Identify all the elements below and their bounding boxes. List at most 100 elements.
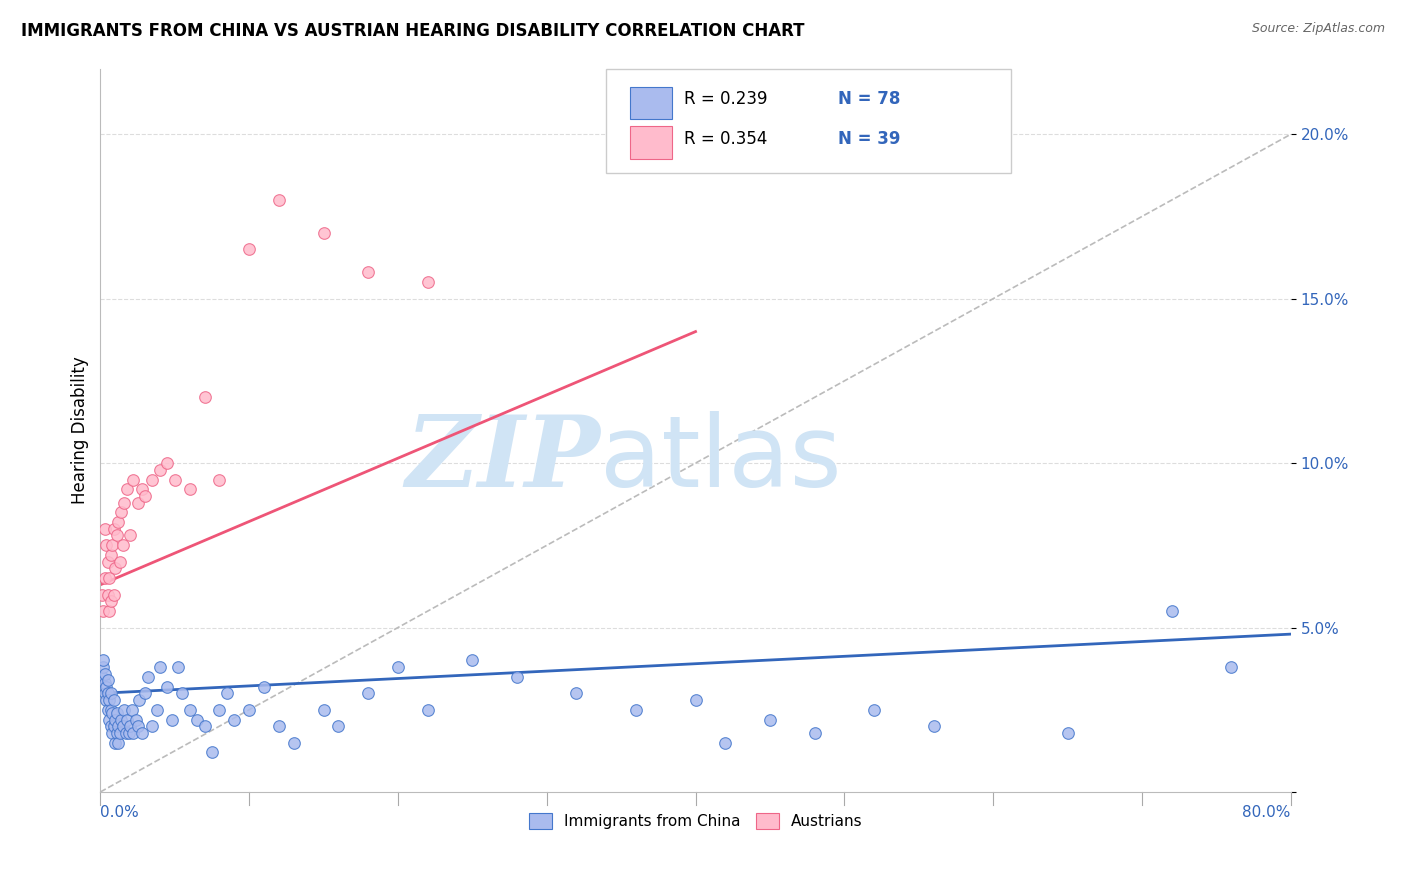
Point <box>90 670 112 684</box>
Point <box>98 571 121 585</box>
Point <box>127 495 149 509</box>
Point <box>97 555 120 569</box>
Point <box>94 666 117 681</box>
Point <box>127 719 149 733</box>
Point <box>98 604 121 618</box>
Point <box>714 736 737 750</box>
Point <box>166 660 188 674</box>
Point <box>107 516 129 530</box>
Point <box>122 725 145 739</box>
Text: ZIP: ZIP <box>405 411 600 508</box>
Point <box>128 693 150 707</box>
Point <box>267 719 290 733</box>
Text: 0.0%: 0.0% <box>100 805 139 820</box>
Point <box>267 193 290 207</box>
Text: IMMIGRANTS FROM CHINA VS AUSTRIAN HEARING DISABILITY CORRELATION CHART: IMMIGRANTS FROM CHINA VS AUSTRIAN HEARIN… <box>21 22 804 40</box>
Point <box>110 713 132 727</box>
Point <box>357 265 380 279</box>
Point <box>134 489 156 503</box>
Point <box>193 390 215 404</box>
Point <box>922 719 945 733</box>
Point <box>238 243 260 257</box>
Point <box>506 670 529 684</box>
Point <box>121 703 143 717</box>
Point <box>312 226 335 240</box>
Point <box>100 719 122 733</box>
Point <box>97 673 120 688</box>
Point <box>112 703 135 717</box>
Point <box>115 713 138 727</box>
Point <box>117 725 139 739</box>
Point <box>149 463 172 477</box>
Point <box>94 571 117 585</box>
Point <box>101 706 124 720</box>
Point <box>131 725 153 739</box>
Text: N = 78: N = 78 <box>838 90 901 108</box>
Legend: Immigrants from China, Austrians: Immigrants from China, Austrians <box>523 806 869 835</box>
Text: 80.0%: 80.0% <box>1243 805 1291 820</box>
Point <box>108 725 131 739</box>
Point <box>1160 604 1182 618</box>
Point <box>94 676 117 690</box>
Point <box>186 713 208 727</box>
Point <box>100 686 122 700</box>
Point <box>97 686 120 700</box>
Point <box>134 686 156 700</box>
Point <box>416 703 439 717</box>
Point <box>112 495 135 509</box>
Point <box>863 703 886 717</box>
Point <box>141 473 163 487</box>
Point <box>208 473 231 487</box>
Point <box>98 713 121 727</box>
Point <box>101 538 124 552</box>
Point <box>156 456 179 470</box>
Point <box>312 703 335 717</box>
FancyBboxPatch shape <box>606 69 1011 173</box>
Point <box>172 686 194 700</box>
Point <box>193 719 215 733</box>
Point <box>97 703 120 717</box>
Point <box>125 713 148 727</box>
Point <box>108 555 131 569</box>
Point <box>565 686 588 700</box>
Point <box>136 670 159 684</box>
Point <box>141 719 163 733</box>
Point <box>1220 660 1243 674</box>
Point <box>156 680 179 694</box>
Point <box>461 653 484 667</box>
Point <box>163 473 186 487</box>
Point <box>103 522 125 536</box>
Point <box>100 594 122 608</box>
Point <box>103 719 125 733</box>
Point <box>416 275 439 289</box>
Point <box>91 653 114 667</box>
Point <box>100 548 122 562</box>
Point <box>107 736 129 750</box>
Point <box>105 528 128 542</box>
Bar <box>630 127 672 159</box>
Point <box>283 736 305 750</box>
Text: atlas: atlas <box>600 410 842 508</box>
Point <box>97 588 120 602</box>
Point <box>179 703 201 717</box>
Text: N = 39: N = 39 <box>838 130 901 148</box>
Point <box>238 703 260 717</box>
Point <box>91 660 114 674</box>
Y-axis label: Hearing Disability: Hearing Disability <box>72 357 89 504</box>
Text: R = 0.239: R = 0.239 <box>683 90 768 108</box>
Point <box>253 680 276 694</box>
Point <box>149 660 172 674</box>
Point <box>685 693 707 707</box>
Text: R = 0.354: R = 0.354 <box>683 130 768 148</box>
Point <box>1056 725 1078 739</box>
Point <box>103 693 125 707</box>
Point <box>103 588 125 602</box>
Point <box>105 725 128 739</box>
Point <box>160 713 183 727</box>
Point <box>111 538 134 552</box>
Point <box>114 725 136 739</box>
Point <box>96 538 118 552</box>
Point <box>803 725 825 739</box>
Point <box>104 713 127 727</box>
Point <box>357 686 380 700</box>
